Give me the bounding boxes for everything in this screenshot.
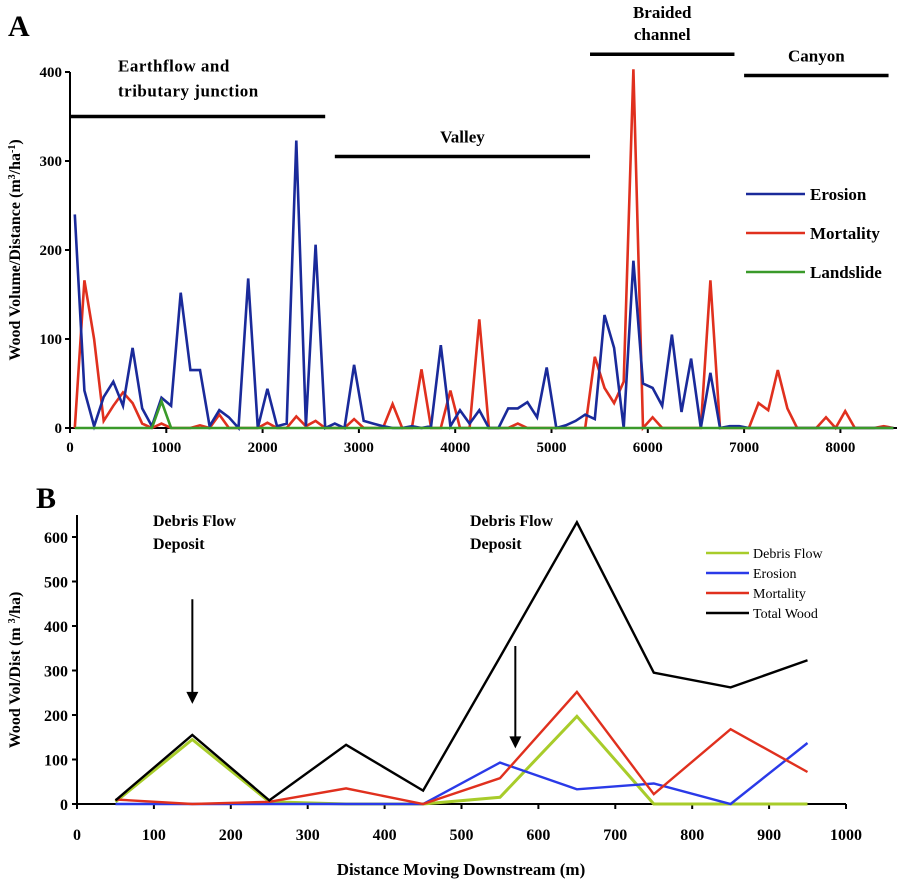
annotation-label: Debris Flow [470, 513, 554, 530]
series-line-total-wood [114, 519, 808, 802]
x-tick-label: 4000 [440, 440, 470, 456]
legend-label-debris-flow: Debris Flow [753, 547, 824, 562]
panel-b-label: B [36, 482, 56, 515]
y-tick-label: 300 [40, 154, 63, 170]
x-tick-label: 500 [450, 827, 474, 844]
panel-a-series [73, 69, 894, 432]
y-tick-label: 300 [44, 664, 68, 681]
x-tick-label: 700 [603, 827, 627, 844]
x-tick-label: 5000 [537, 440, 567, 456]
x-tick-label: 600 [526, 827, 550, 844]
y-tick-label: 0 [60, 797, 68, 814]
y-tick-label: 100 [40, 332, 63, 348]
x-tick-label: 300 [296, 827, 320, 844]
x-tick-label: 800 [680, 827, 704, 844]
arrow-head-icon [186, 691, 199, 704]
x-tick-label: 6000 [633, 440, 663, 456]
x-tick-label: 100 [142, 827, 166, 844]
x-tick-label: 1000 [151, 440, 181, 456]
zone-label: channel [634, 25, 691, 44]
panel-a: A Earthflow and tributary junction Valley B… [7, 3, 897, 456]
x-tick-label: 3000 [344, 440, 374, 456]
legend-label-mortality: Mortality [753, 587, 806, 602]
series-line-debris-flow [114, 714, 808, 806]
panel-b-y-axis-label: Wood Vol/Dist (m 3/ha) [7, 592, 25, 749]
zone-label: Braided [633, 3, 692, 22]
panel-b-annotations: Debris Flow Deposit Debris Flow Deposit [153, 513, 554, 749]
annotation-label: Deposit [470, 536, 522, 553]
y-tick-label: 600 [44, 530, 68, 547]
legend-label-landslide: Landslide [810, 263, 882, 282]
series-line-mortality [115, 690, 809, 806]
panel-b-legend: Debris Flow Erosion Mortality Total Wood [706, 547, 824, 622]
legend-label-total-wood: Total Wood [753, 607, 818, 622]
series-line-mortality [73, 69, 894, 432]
x-tick-label: 0 [73, 827, 81, 844]
x-tick-label: 2000 [248, 440, 278, 456]
x-tick-label: 7000 [729, 440, 759, 456]
panel-a-label: A [8, 10, 30, 43]
x-tick-label: 900 [757, 827, 781, 844]
x-tick-label: 0 [66, 440, 74, 456]
series-line-landslide [74, 397, 894, 430]
y-tick-label: 200 [44, 708, 68, 725]
panel-a-y-axis-label: Wood Volume/Distance (m3/ha-1) [7, 139, 25, 360]
panel-a-annotations: Earthflow and tributary junction Valley Bra… [70, 3, 889, 159]
legend-label-erosion: Erosion [753, 567, 797, 582]
zone-label: tributary junction [118, 82, 259, 101]
zone-label: Valley [440, 128, 485, 147]
y-tick-label: 400 [44, 619, 68, 636]
legend-label-erosion: Erosion [810, 185, 867, 204]
panel-b: B 0 100 200 300 400 500 600 0 100 200 300 400 500 600… [7, 482, 863, 879]
panel-a-legend: Erosion Mortality Landslide [746, 185, 882, 282]
x-tick-label: 8000 [825, 440, 855, 456]
panel-b-x-axis-label: Distance Moving Downstream (m) [337, 860, 586, 879]
y-tick-label: 400 [40, 65, 63, 81]
zone-label: Canyon [788, 47, 845, 66]
annotation-label: Debris Flow [153, 513, 237, 530]
annotation-label: Deposit [153, 536, 205, 553]
x-tick-label: 200 [219, 827, 243, 844]
arrow-head-icon [509, 736, 522, 749]
y-tick-label: 200 [40, 243, 63, 259]
zone-label: Earthflow and [118, 57, 230, 76]
y-tick-label: 500 [44, 575, 68, 592]
y-tick-label: 100 [44, 753, 68, 770]
legend-label-mortality: Mortality [810, 224, 880, 243]
x-tick-label: 400 [373, 827, 397, 844]
x-tick-label: 1000 [830, 827, 862, 844]
panel-b-series [114, 519, 809, 806]
y-tick-label: 0 [55, 421, 63, 437]
